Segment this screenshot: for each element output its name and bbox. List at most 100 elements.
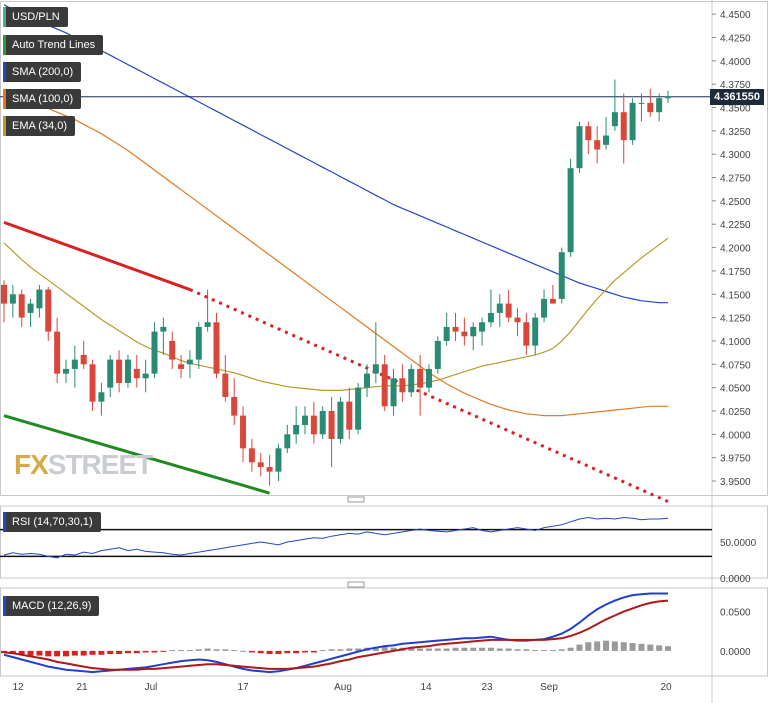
macd-histogram-bar: [107, 650, 114, 654]
candle-body: [310, 415, 317, 435]
macd-histogram-bar: [479, 647, 486, 651]
x-axis-label: 20: [660, 682, 672, 693]
price-tick-label: 4.4500: [720, 10, 751, 21]
macd-histogram-bar: [89, 650, 96, 655]
price-tick-label: 4.0000: [720, 430, 751, 441]
macd-histogram-bar: [390, 647, 397, 651]
candle-body: [638, 102, 645, 104]
macd-histogram-bar: [319, 650, 326, 652]
macd-histogram-bar: [496, 648, 503, 651]
price-tick-label: 4.1750: [720, 267, 751, 278]
price-tick-label: 4.3000: [720, 150, 751, 161]
macd-histogram-bar: [213, 649, 220, 651]
candle-body: [346, 401, 353, 430]
macd-histogram-bar: [558, 649, 565, 651]
candle-body: [505, 303, 512, 318]
macd-histogram-bar: [505, 648, 512, 651]
rsi-panel-frame: [0, 505, 768, 579]
candle-body: [54, 331, 61, 374]
candle-body: [417, 368, 424, 388]
price-tick-label: 4.3500: [720, 104, 751, 115]
macd-histogram-bar: [346, 648, 353, 651]
macd-histogram-bar: [284, 650, 291, 654]
candle-body: [434, 340, 441, 369]
macd-histogram-bar: [452, 647, 459, 651]
macd-histogram-bar: [248, 650, 255, 653]
candle-body: [80, 354, 87, 365]
candle-body: [204, 322, 211, 327]
macd-histogram-bar: [302, 650, 309, 653]
macd-panel-frame: [0, 587, 768, 677]
macd-histogram-bar: [54, 650, 61, 657]
price-tick-label: 4.1000: [720, 337, 751, 348]
candle-body: [567, 168, 574, 253]
macd-signal-line: [3, 599, 669, 671]
legend-ema34: EMA (34,0): [3, 116, 76, 136]
price-tick-label: 4.1250: [720, 314, 751, 325]
candle-body: [372, 364, 379, 374]
macd-histogram-bar: [611, 641, 618, 651]
macd-histogram-bar: [195, 649, 202, 651]
macd-histogram-bar: [355, 648, 362, 651]
rsi-tick-label: 50.0000: [720, 538, 757, 549]
candle-body: [470, 326, 477, 337]
candle-body: [71, 359, 78, 369]
candle-body: [576, 126, 583, 169]
price-tick-label: 4.2750: [720, 174, 751, 185]
sma-100-line: [3, 97, 668, 417]
macd-histogram-bar: [45, 650, 52, 657]
price-panel-frame: [0, 1, 768, 496]
candle-body: [302, 415, 309, 425]
price-tick-label: 4.2500: [720, 197, 751, 208]
macd-histogram-bar: [1, 650, 7, 654]
candle-body: [9, 294, 16, 304]
price-tick-label: 4.0750: [720, 360, 751, 371]
candle-body: [160, 326, 167, 332]
macd-tick-label: 0.0000: [720, 647, 751, 658]
macd-histogram-bar: [160, 650, 167, 652]
candle-body: [381, 364, 388, 407]
macd-histogram-bar: [541, 650, 548, 652]
candle-body: [222, 373, 229, 397]
macd-histogram-bar: [231, 650, 238, 652]
candle-body: [558, 252, 565, 299]
candle-body: [248, 448, 255, 463]
x-axis-label: Jul: [145, 682, 158, 693]
macd-histogram-bar: [665, 646, 671, 651]
macd-histogram-bar: [169, 650, 176, 652]
macd-histogram-bar: [204, 648, 211, 651]
candle-body: [133, 368, 140, 379]
macd-histogram-bar: [487, 647, 494, 651]
macd-histogram-bar: [98, 650, 105, 655]
macd-histogram-bar: [328, 649, 335, 651]
macd-histogram-bar: [434, 648, 441, 651]
macd-histogram-bar: [337, 649, 344, 651]
candle-body: [452, 326, 459, 332]
candle-body: [665, 96, 671, 99]
macd-histogram-bar: [222, 649, 229, 651]
macd-histogram-bar: [647, 644, 654, 651]
price-tick-label: 4.0250: [720, 407, 751, 418]
panel-resize-handle: [347, 496, 365, 503]
candle-body: [116, 359, 123, 383]
candle-body: [36, 289, 43, 309]
macd-tick-label: 0.0500: [720, 608, 751, 619]
fxstreet-watermark: FXSTREET: [14, 449, 153, 480]
macd-histogram-bar: [36, 650, 43, 656]
candle-body: [45, 289, 52, 332]
macd-histogram-bar: [266, 650, 273, 654]
macd-histogram-bar: [620, 642, 627, 651]
last-price-badge: 4.361550: [710, 89, 764, 105]
macd-histogram-bar: [408, 647, 415, 651]
candle-body: [293, 424, 300, 435]
candle-body: [656, 98, 663, 113]
candle-body: [1, 284, 7, 304]
candle-body: [594, 140, 601, 150]
macd-histogram-bar: [310, 650, 317, 653]
macd-histogram-bar: [80, 650, 87, 656]
macd-histogram-bar: [133, 650, 140, 654]
candle-body: [496, 303, 503, 313]
legend-sma100: SMA (100,0): [3, 89, 82, 109]
x-axis-label: Aug: [334, 682, 352, 693]
